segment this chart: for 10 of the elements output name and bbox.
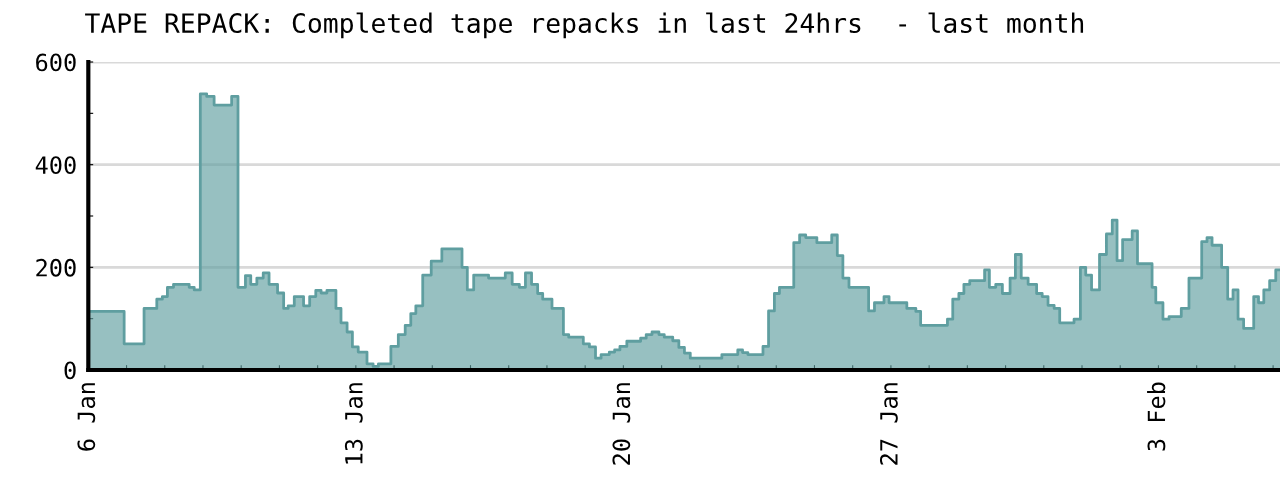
- y-tick-label: 0: [64, 361, 76, 380]
- x-tick-label: 20 Jan: [612, 383, 631, 465]
- x-tick-label: 27 Jan: [879, 383, 898, 465]
- x-tick-label: 6 Jan: [77, 383, 96, 451]
- x-tick-label: 3 Feb: [1147, 382, 1166, 451]
- y-tick-label: 200: [36, 258, 76, 277]
- y-tick-label: 600: [36, 53, 76, 72]
- x-tick-label: 13 Jan: [344, 383, 363, 464]
- y-tick-label: 400: [35, 156, 76, 175]
- chart-title: TAPE REPACK: Completed tape repacks in last 24hrs - last month: [85, 12, 1084, 39]
